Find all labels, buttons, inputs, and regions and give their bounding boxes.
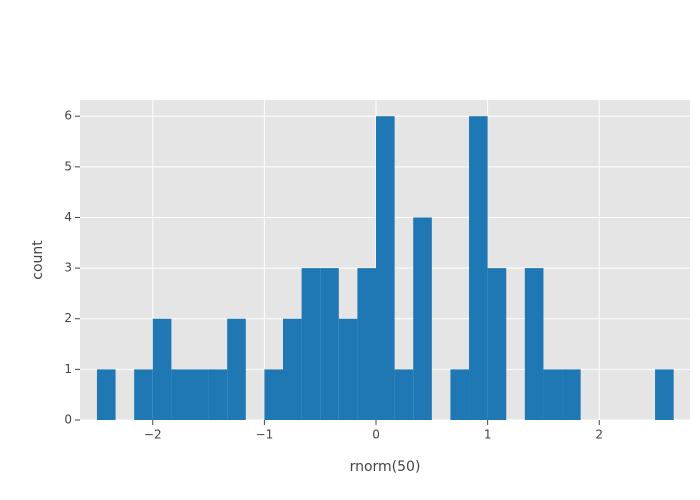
bar — [469, 116, 488, 421]
bar — [264, 369, 284, 420]
bar — [450, 369, 470, 420]
y-tick-label: 1 — [64, 362, 72, 376]
x-tick-label: −2 — [144, 428, 162, 442]
bar — [283, 318, 302, 420]
x-tick-label: −1 — [256, 428, 274, 442]
bar — [487, 268, 507, 420]
y-tick-label: 2 — [64, 311, 72, 325]
x-axis-label: rnorm(50) — [350, 459, 421, 475]
y-tick-label: 6 — [64, 109, 72, 123]
bar — [394, 369, 414, 420]
bar — [189, 369, 209, 420]
x-tick-label: 2 — [595, 428, 603, 442]
bar — [134, 369, 153, 420]
bar — [96, 369, 116, 420]
x-tick-label: 1 — [484, 428, 492, 442]
y-tick-label: 0 — [64, 413, 72, 427]
bar — [301, 268, 321, 420]
bar — [227, 318, 246, 420]
bar — [357, 268, 377, 420]
x-tick-label: 0 — [372, 428, 380, 442]
y-tick-label: 5 — [64, 159, 72, 173]
bar — [376, 116, 395, 421]
bar — [524, 268, 544, 420]
bar — [413, 217, 432, 420]
bar — [543, 369, 563, 420]
y-axis-label: count — [30, 240, 46, 280]
bar — [562, 369, 581, 420]
bar — [171, 369, 190, 420]
bar — [655, 369, 674, 420]
bar — [152, 318, 172, 420]
bar — [320, 268, 339, 420]
y-tick-label: 4 — [64, 210, 72, 224]
bar — [208, 369, 228, 420]
y-tick-label: 3 — [64, 261, 72, 275]
bar — [338, 318, 358, 420]
